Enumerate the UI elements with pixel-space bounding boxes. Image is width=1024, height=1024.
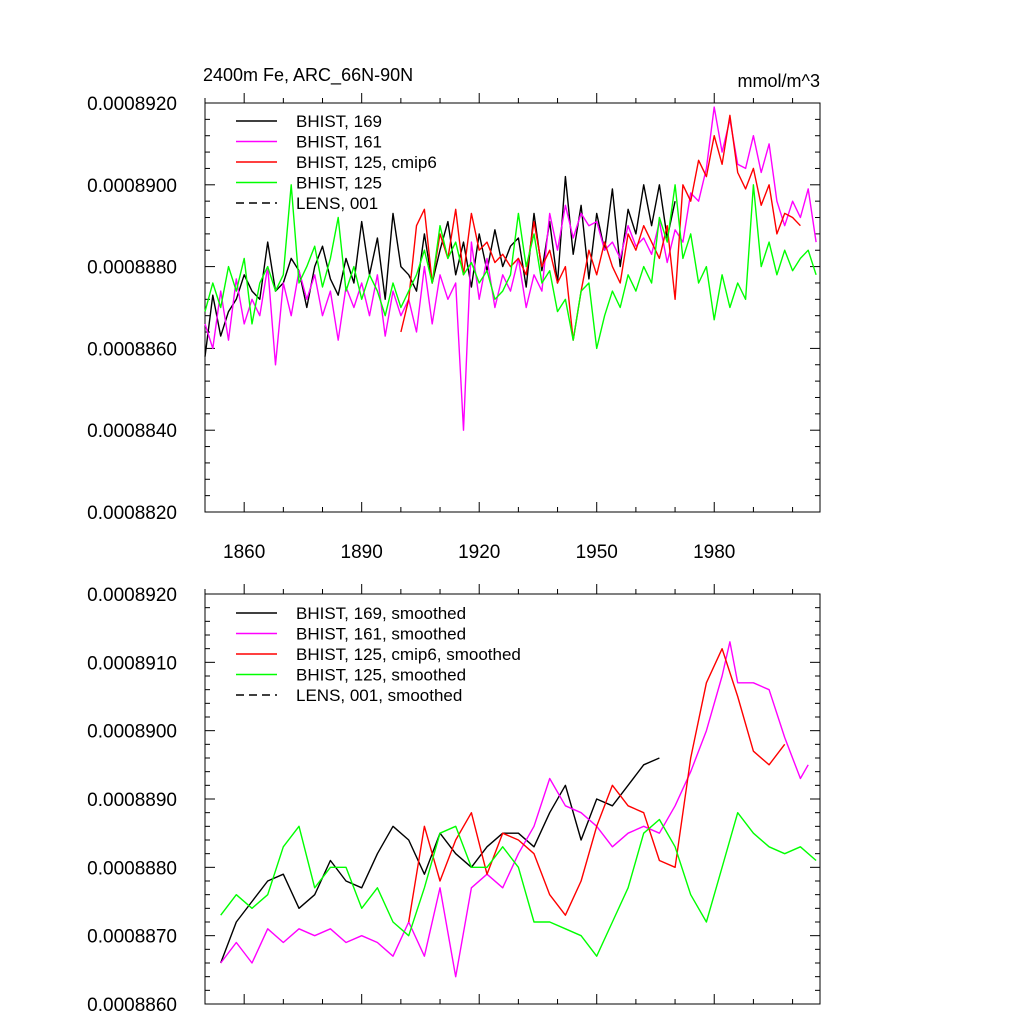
series-line bbox=[204, 184, 817, 350]
bottom-plot: 0.0008860 0.0008870 0.0008880 0.0008890 0.00… bbox=[87, 584, 821, 1016]
y-tick-label: 0.0008920 bbox=[87, 585, 177, 606]
x-tick-label: 1890 bbox=[341, 542, 383, 563]
top-plot: 0.0008820 0.0008840 0.0008860 0.0008880 0.00… bbox=[87, 93, 821, 563]
y-tick-label: 0.0008880 bbox=[87, 858, 177, 879]
y-tick-label: 0.0008860 bbox=[87, 339, 177, 360]
y-tick-label: 0.0008820 bbox=[87, 503, 177, 524]
legend-label: LENS, 001 bbox=[296, 194, 378, 213]
legend-label: BHIST, 169 bbox=[296, 112, 382, 131]
legend-label: BHIST, 125, smoothed bbox=[296, 666, 466, 685]
series-line bbox=[220, 757, 660, 964]
series-line bbox=[408, 648, 786, 923]
legend-label: BHIST, 169, smoothed bbox=[296, 604, 466, 623]
x-tick-label: 1860 bbox=[223, 542, 265, 563]
legend-label: BHIST, 125, cmip6 bbox=[296, 153, 437, 172]
legend-label: BHIST, 125 bbox=[296, 174, 382, 193]
chart-title: 2400m Fe, ARC_66N-90N bbox=[203, 65, 413, 86]
y-tick-label: 0.0008890 bbox=[87, 790, 177, 811]
x-tick-label: 1950 bbox=[576, 542, 618, 563]
y-tick-label: 0.0008920 bbox=[87, 94, 177, 115]
legend-label: BHIST, 125, cmip6, smoothed bbox=[296, 645, 521, 664]
x-tick-label: 1920 bbox=[458, 542, 500, 563]
y-tick-label: 0.0008870 bbox=[87, 927, 177, 948]
y-tick-label: 0.0008900 bbox=[87, 722, 177, 743]
units-label: mmol/m^3 bbox=[738, 71, 820, 91]
y-tick-label: 0.0008840 bbox=[87, 421, 177, 442]
x-tick-label: 1980 bbox=[693, 542, 735, 563]
y-tick-label: 0.0008900 bbox=[87, 176, 177, 197]
y-tick-label: 0.0008880 bbox=[87, 258, 177, 279]
series-line bbox=[400, 114, 801, 341]
series-line bbox=[204, 106, 817, 431]
plot-frame bbox=[204, 102, 821, 513]
series-line bbox=[220, 812, 817, 957]
y-tick-label: 0.0008860 bbox=[87, 995, 177, 1016]
legend-label: BHIST, 161, smoothed bbox=[296, 625, 466, 644]
legend-label: BHIST, 161 bbox=[296, 133, 382, 152]
y-tick-label: 0.0008910 bbox=[87, 653, 177, 674]
legend-label: LENS, 001, smoothed bbox=[296, 686, 462, 705]
